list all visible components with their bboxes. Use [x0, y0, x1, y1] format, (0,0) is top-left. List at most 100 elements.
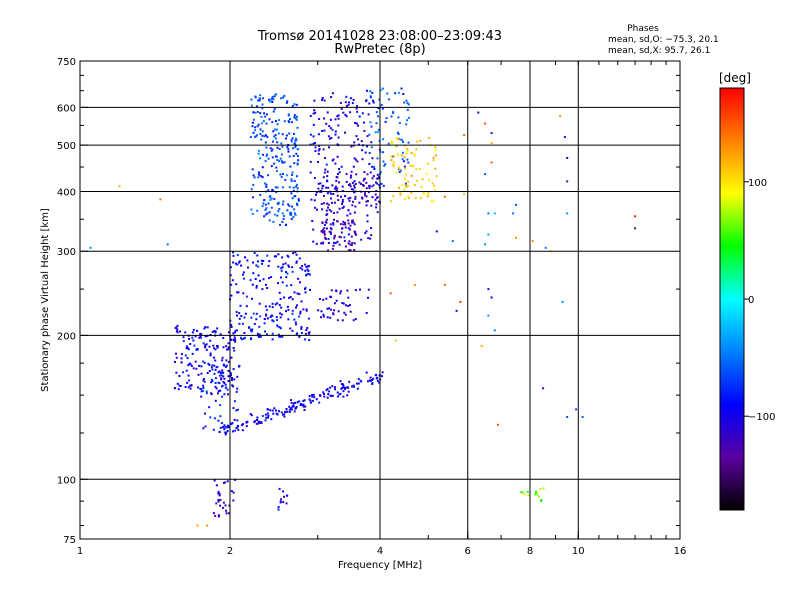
data-point [235, 311, 238, 313]
data-point [182, 371, 185, 374]
data-point [542, 487, 545, 490]
data-point [198, 364, 201, 367]
data-point [271, 121, 274, 124]
data-point [360, 238, 363, 241]
data-point [267, 202, 270, 205]
data-point [329, 295, 332, 298]
data-point [202, 386, 205, 389]
data-point [323, 393, 325, 395]
x-axis: 1 2 4 6 8 10 16 [77, 61, 686, 557]
data-point [254, 135, 257, 138]
data-point [353, 223, 356, 226]
data-point [241, 424, 244, 427]
data-point [301, 265, 304, 268]
data-point [397, 186, 400, 189]
data-point [197, 373, 200, 376]
data-point [340, 165, 343, 168]
data-point [523, 493, 526, 496]
data-point [348, 240, 351, 243]
data-point [278, 291, 281, 294]
data-point [401, 184, 404, 187]
data-point [294, 321, 297, 324]
data-point [374, 193, 377, 196]
data-point [220, 374, 223, 377]
data-point [490, 132, 493, 135]
data-point [405, 184, 408, 187]
data-point [346, 214, 349, 217]
data-point [344, 101, 347, 104]
data-point [311, 399, 314, 402]
data-point [352, 200, 354, 203]
data-point [352, 384, 355, 387]
data-point [317, 187, 320, 190]
data-point [404, 173, 407, 176]
data-point [295, 306, 297, 309]
data-point [296, 202, 298, 205]
data-point [223, 428, 226, 431]
data-point [330, 228, 333, 231]
data-point [220, 377, 223, 380]
data-point [484, 122, 487, 125]
data-point [331, 159, 334, 162]
data-point [318, 148, 321, 150]
data-point [273, 407, 276, 410]
data-point [544, 246, 547, 249]
data-point [277, 132, 280, 135]
data-point [527, 494, 530, 497]
data-point [333, 309, 336, 312]
data-point [233, 418, 236, 421]
data-point [287, 318, 290, 321]
data-point [266, 135, 269, 138]
data-point [175, 326, 178, 329]
data-point [199, 336, 202, 339]
data-point [331, 394, 334, 397]
data-point [200, 388, 203, 390]
data-point [352, 221, 355, 224]
data-point [264, 141, 267, 144]
data-point [204, 425, 207, 428]
data-point [288, 186, 291, 189]
data-point [351, 102, 354, 105]
data-point [363, 130, 366, 132]
data-point [314, 150, 317, 152]
data-point [202, 389, 205, 392]
data-point [295, 185, 298, 188]
data-point [294, 144, 297, 147]
data-point [230, 490, 233, 493]
data-point [368, 379, 371, 382]
data-point [317, 309, 320, 312]
data-point [333, 212, 335, 215]
data-point [339, 223, 342, 226]
data-point [369, 376, 372, 379]
data-point [515, 203, 517, 206]
data-point [209, 352, 212, 355]
data-point [265, 113, 268, 116]
data-point [223, 431, 226, 434]
data-point [349, 243, 352, 246]
data-point [234, 338, 237, 341]
data-point [406, 108, 409, 111]
data-point [254, 129, 257, 132]
data-point [257, 99, 260, 102]
data-point [293, 162, 296, 165]
data-point [261, 262, 264, 265]
data-point [487, 314, 490, 317]
data-point [184, 331, 187, 334]
data-point [222, 506, 224, 509]
data-point [205, 348, 208, 351]
data-point [397, 133, 400, 136]
data-point [279, 312, 282, 315]
x-tick-label: 8 [527, 546, 533, 557]
data-point [277, 333, 280, 336]
data-point [323, 395, 326, 398]
data-point [214, 514, 217, 517]
data-point [282, 200, 285, 203]
data-point [294, 117, 297, 120]
data-point [347, 227, 350, 230]
data-point [260, 138, 263, 141]
y-tick-label: 400 [57, 187, 76, 198]
data-point [346, 105, 348, 107]
data-point [368, 152, 371, 154]
data-point [365, 230, 368, 233]
data-point [213, 364, 216, 367]
